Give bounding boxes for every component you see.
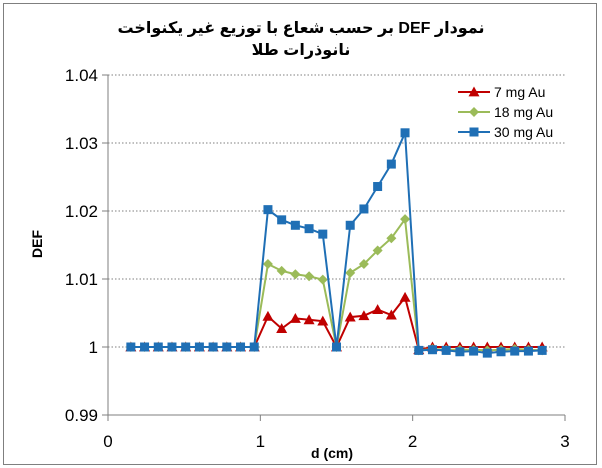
legend-label: 18 mg Au [494,104,553,120]
data-point [482,348,492,358]
legend-marker [468,86,480,97]
series-line [130,132,543,355]
legend: 7 mg Au 18 mg Au 30 mg Au [458,84,553,140]
data-point [385,309,397,320]
data-point [263,205,273,215]
series-line [130,216,543,352]
data-point [289,312,301,323]
x-tick-label: 3 [560,432,569,451]
data-point [441,345,451,355]
data-point [194,342,204,352]
y-tick-label: 1 [89,338,98,357]
y-axis-title: DEF [29,230,45,258]
data-point [276,323,288,334]
data-point [427,345,437,355]
data-point [400,128,410,138]
data-point [386,233,397,244]
data-point [359,204,369,214]
data-point [303,314,315,325]
series-layer [125,128,548,358]
data-point [317,274,328,285]
y-tick-label: 1.03 [65,134,98,153]
data-point [167,342,177,352]
data-point [262,310,274,321]
data-point [455,347,465,357]
data-point [400,214,411,225]
chart-title-line-2: نانوذرات طلا [251,42,351,59]
chart-area [3,3,597,465]
data-point [537,345,547,355]
data-point [208,342,218,352]
data-point [523,346,533,356]
y-tick-label: 1.01 [65,270,98,289]
data-point [277,215,287,225]
data-point [372,245,383,256]
legend-marker [469,107,479,117]
data-point [373,182,383,192]
chart-title-line-1: نمودار DEF بر حسب شعاع با توزیع غیر یکنو… [117,20,485,37]
data-point [181,342,191,352]
data-point [469,346,479,356]
data-point [414,345,424,355]
data-point [399,291,411,302]
data-point [345,220,355,230]
x-tick-label: 0 [103,432,112,451]
data-point [345,267,356,278]
data-point [358,259,369,270]
data-point [222,342,232,352]
legend-label: 7 mg Au [494,84,545,100]
data-point [372,304,384,314]
data-point [344,311,356,322]
data-point [318,229,328,239]
legend-item-2: 30 mg Au [458,124,553,140]
y-tick-label: 0.99 [65,406,98,425]
data-point [290,269,301,280]
data-point [386,159,396,169]
legend-marker [469,127,479,137]
data-point [304,224,314,234]
data-point [510,346,520,356]
data-point [496,347,506,357]
x-tick-label: 1 [256,432,265,451]
series-2 [126,128,547,358]
x-axis-title: d (cm) [311,445,353,461]
y-tick-label: 1.02 [65,202,98,221]
data-point [304,271,315,282]
data-point [262,259,273,270]
data-point [249,342,259,352]
data-point [290,220,300,230]
data-point [140,342,150,352]
legend-label: 30 mg Au [494,124,553,140]
data-point [126,342,136,352]
data-point [332,342,341,352]
legend-item-1: 18 mg Au [458,104,553,120]
y-tick-label: 1.04 [65,66,98,85]
data-point [236,342,246,352]
series-1 [125,214,548,356]
data-point [358,310,370,321]
data-point [153,342,163,352]
legend-item-0: 7 mg Au [458,84,545,100]
data-point [317,315,329,326]
x-tick-label: 2 [408,432,417,451]
data-point [276,265,287,276]
axes: 0.99 1 1.01 1.02 1.03 1.04 0 1 2 3 [65,66,570,451]
